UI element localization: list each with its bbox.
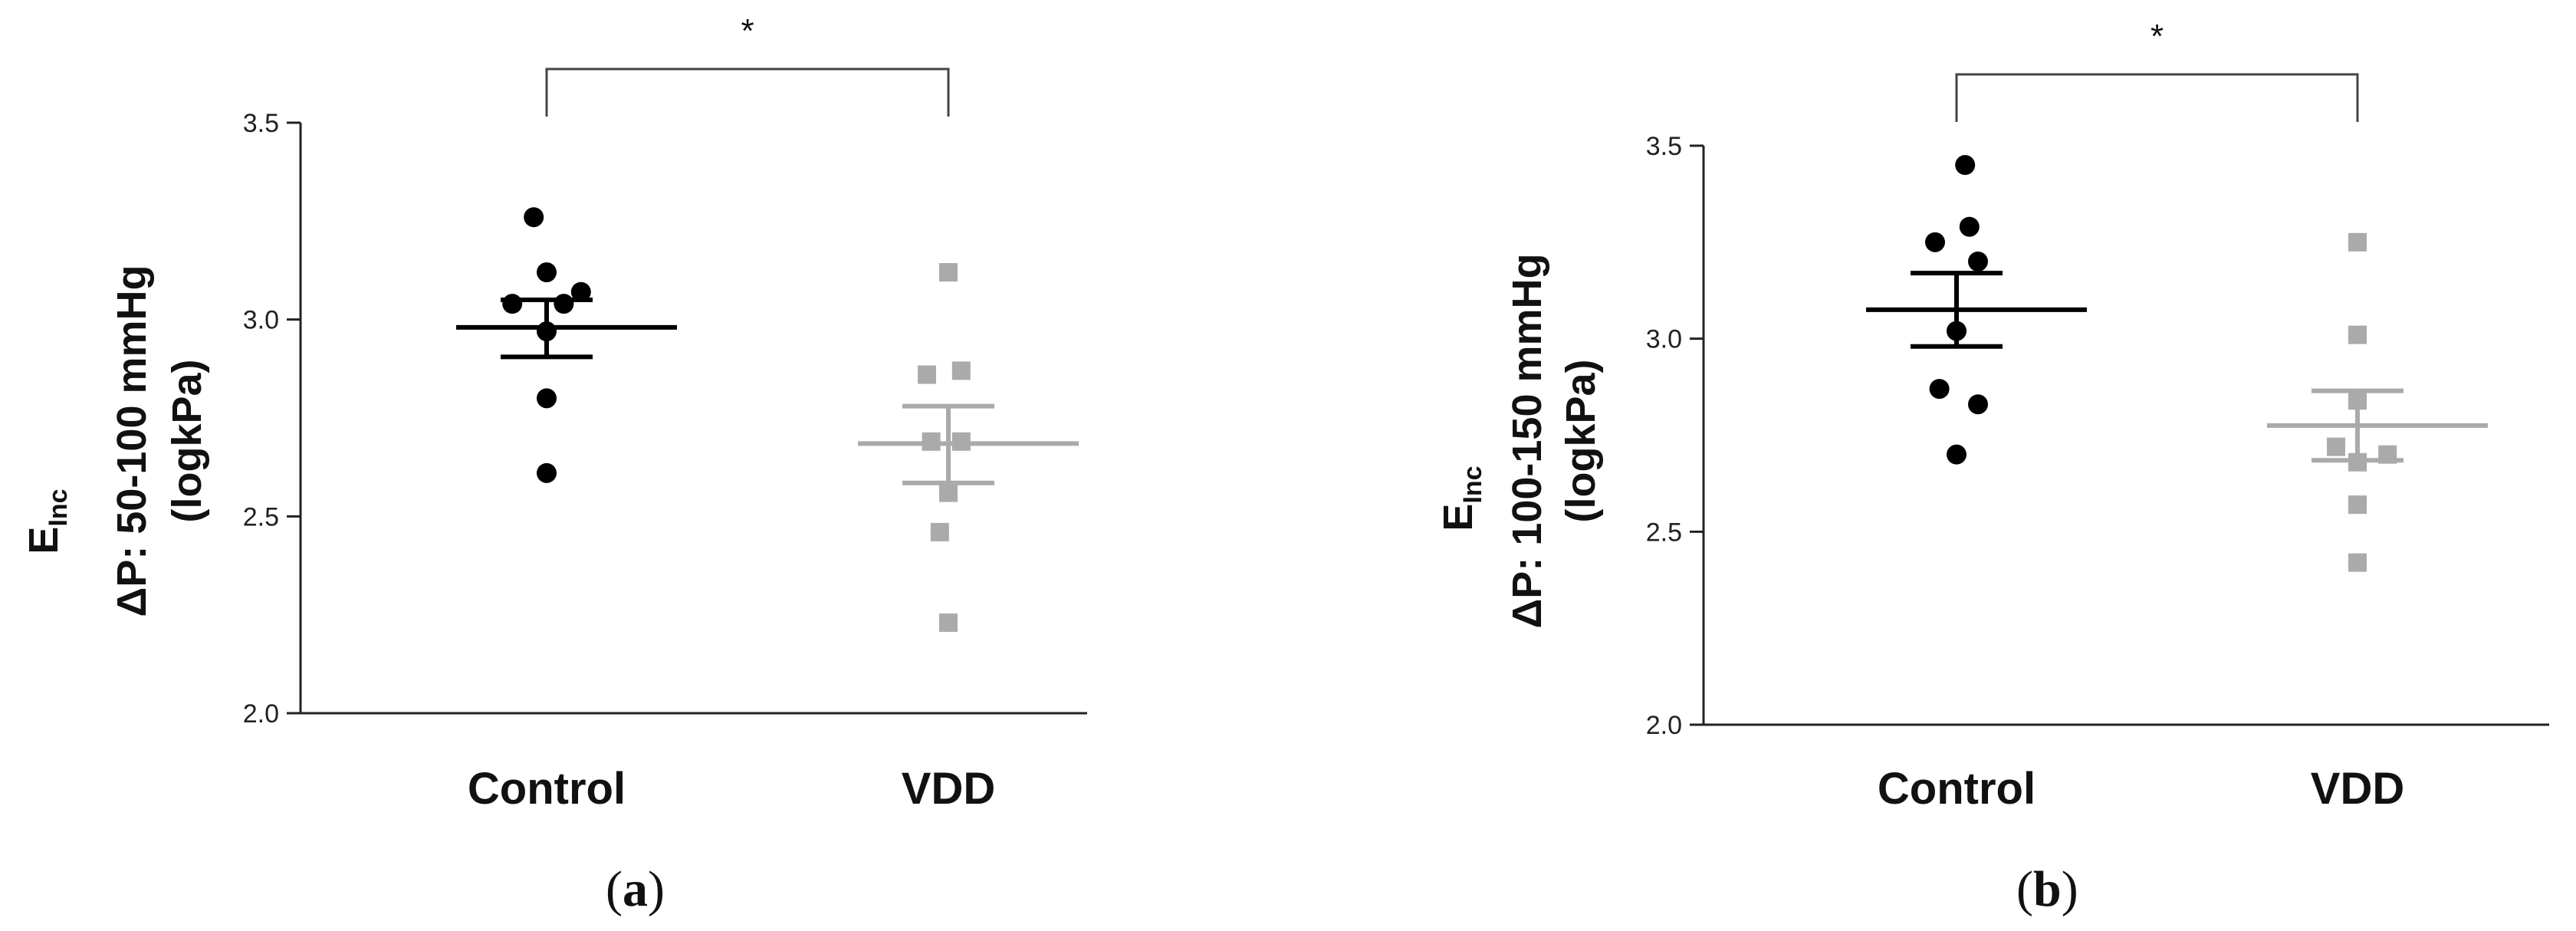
panel-letter: a [622,861,648,917]
svg-text:EInc: EInc [1435,466,1487,531]
data-point [1925,232,1945,252]
chart-a: EInc ΔP: 50-100 mmHg (logkPa) 2.0 2.5 3.0 3… [21,12,1087,814]
significance-bracket [1955,73,2359,122]
y-tick-label: 3.5 [1646,132,1682,161]
panel-label: (a) [606,861,665,917]
data-point [918,365,936,384]
panel-letter: b [2032,861,2062,917]
data-point [1968,394,1988,415]
data-point [2348,452,2367,472]
panel-label: (b) [2016,861,2078,917]
data-point [2348,495,2367,515]
y-tick-label: 3.0 [243,306,279,335]
data-point [2348,553,2367,572]
data-point [1955,155,1976,176]
svg-text:EInc: EInc [21,489,73,554]
plot-area: 2.0 2.5 3.0 3.5 Control VDD * [243,12,1087,814]
data-point [502,294,523,314]
y-tick-label: 2.0 [1646,711,1682,740]
data-point [1947,444,1967,465]
data-point [537,388,557,409]
x-category-label: VDD [2311,764,2404,814]
data-point [1968,252,1988,271]
y-axis-label: EInc ΔP: 100-150 mmHg (logkPa) [1435,253,1604,628]
data-point [2348,391,2367,410]
data-point [524,207,544,228]
data-point [570,281,591,302]
data-point [1947,321,1967,341]
y-label-main: E [1435,504,1481,531]
data-point [2327,437,2345,456]
y-label-line2: ΔP: 50-100 mmHg [109,265,155,617]
data-point [1929,379,1950,400]
data-point [537,262,557,283]
significance-label: * [741,12,754,50]
data-point [554,294,574,314]
y-tick-label: 2.0 [243,699,279,729]
data-point [939,613,958,632]
x-category-label: VDD [902,764,995,814]
data-point [2348,232,2367,252]
y-axis-label: EInc ΔP: 50-100 mmHg (logkPa) [21,265,210,617]
data-point [951,361,971,380]
x-category-label: Control [468,764,626,814]
chart-panel-a: EInc ΔP: 50-100 mmHg (logkPa) 2.0 2.5 3.0 3… [21,12,1087,917]
y-tick-label: 3.5 [243,109,279,138]
data-point [939,483,958,502]
data-point [537,321,557,342]
y-tick-label: 2.5 [1646,518,1682,547]
plot-area: 2.0 2.5 3.0 3.5 Control VDD * [1646,18,2549,814]
y-tick-label: 3.0 [1646,325,1682,354]
data-point [922,432,941,451]
significance-label: * [2150,18,2164,55]
y-label-subscript: Inc [44,489,73,526]
y-label-main: E [21,527,67,554]
data-point [2348,325,2367,344]
y-label-line2: ΔP: 100-150 mmHg [1504,253,1550,628]
data-point [1959,216,1980,237]
x-category-label: Control [1878,764,2036,814]
significance-bracket [545,67,950,117]
data-point [2378,445,2397,464]
y-label-line3: (logkPa) [164,359,210,522]
data-point [537,462,557,483]
y-tick-label: 2.5 [243,502,279,531]
data-point [939,263,958,282]
chart-panel-b: EInc ΔP: 100-150 mmHg (logkPa) 2.0 2.5 3.0… [1288,0,2576,931]
data-point [951,432,971,451]
y-label-line3: (logkPa) [1558,359,1604,522]
y-label-subscript: Inc [1458,466,1487,503]
data-point [930,522,949,541]
chart-b: EInc ΔP: 100-150 mmHg (logkPa) 2.0 2.5 3.0… [1435,18,2549,814]
